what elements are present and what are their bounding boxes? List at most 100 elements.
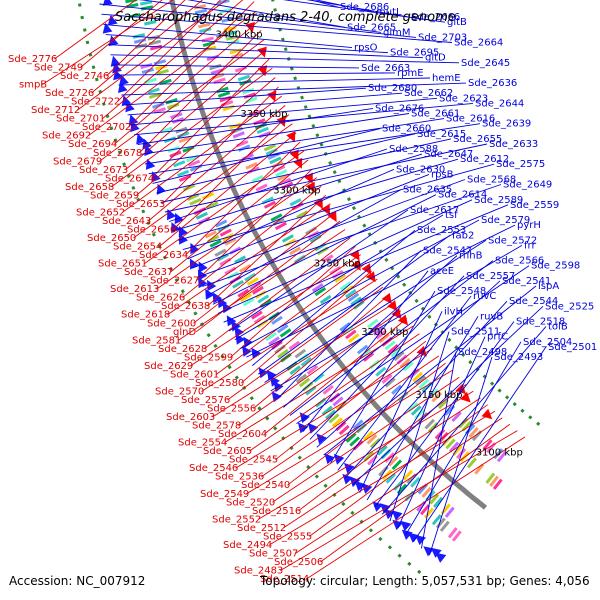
tick-mark <box>378 536 383 542</box>
reverse-gene-label: Sde_2626 <box>136 293 185 304</box>
leader-line <box>309 404 488 537</box>
leader-line <box>366 316 479 501</box>
cog-feature-mark <box>345 288 357 299</box>
cog-feature-mark <box>257 294 270 304</box>
forward-gene-arrow <box>400 520 412 532</box>
leader-line <box>283 397 481 529</box>
tick-mark <box>390 266 395 271</box>
cog-feature-mark <box>300 356 313 367</box>
cog-feature-mark <box>349 436 361 447</box>
reverse-gene-label: Sde_2516 <box>252 506 301 517</box>
forward-gene-label: frr <box>524 240 536 251</box>
cog-feature-mark <box>474 463 485 475</box>
leader-line <box>204 237 351 350</box>
cog-feature-mark <box>178 136 192 144</box>
forward-gene-label: Sde_2676 <box>375 103 424 114</box>
tick-mark <box>278 27 282 32</box>
reverse-gene-label: Sde_2581 <box>132 335 181 346</box>
forward-gene-label: Sde_2598 <box>531 261 580 272</box>
leader-line <box>202 184 502 287</box>
tick-mark <box>461 352 466 357</box>
forward-gene-label: Sde_2557 <box>466 271 515 282</box>
genome-summary: Topology: circular; Length: 5,057,531 bp… <box>260 574 590 588</box>
leader-line <box>216 262 367 375</box>
leader-line <box>99 3 417 38</box>
leader-line <box>276 250 422 400</box>
leader-line <box>344 300 508 479</box>
forward-gene-arrow <box>107 14 118 26</box>
leader-line <box>121 82 467 96</box>
tick-mark <box>283 47 288 52</box>
cog-feature-mark <box>288 340 301 351</box>
forward-gene-arrow <box>349 476 360 488</box>
tick-mark <box>346 197 352 202</box>
forward-gene-label: Sde_2559 <box>510 200 559 211</box>
genome-backbone <box>169 0 488 510</box>
leader-line <box>240 219 480 349</box>
tick-mark <box>88 53 93 57</box>
cog-feature-mark <box>244 272 257 282</box>
forward-gene-label: Sde_2649 <box>503 180 552 191</box>
reverse-gene-label: Sde_2555 <box>263 531 312 542</box>
cog-feature-mark <box>338 424 350 436</box>
tick-mark <box>536 421 541 426</box>
cog-feature-mark <box>209 239 222 248</box>
tick-mark <box>520 408 525 413</box>
cog-feature-mark <box>269 156 282 165</box>
leader-line <box>270 245 523 392</box>
cog-feature-mark <box>252 285 264 295</box>
cog-feature-mark <box>399 358 411 369</box>
forward-gene-label: ruvB <box>480 311 503 322</box>
leader-line <box>185 141 301 256</box>
leader-line <box>144 118 445 165</box>
cog-feature-mark <box>348 333 360 344</box>
tick-mark <box>85 40 90 45</box>
reverse-gene-arrow <box>320 204 331 216</box>
cog-feature-mark <box>295 373 308 384</box>
forward-gene-arrow <box>125 101 135 113</box>
leader-line <box>309 275 465 440</box>
forward-gene-label: Sde_2518 <box>516 317 565 328</box>
cog-feature-mark <box>193 4 207 10</box>
leader-line <box>113 64 360 69</box>
cog-feature-mark <box>251 310 263 320</box>
reverse-gene-label: Sde_2506 <box>274 557 323 568</box>
reverse-gene-label: Sde_2540 <box>241 480 290 491</box>
cog-feature-mark <box>126 3 139 9</box>
forward-gene-label: ruvC <box>473 291 496 302</box>
leader-line <box>182 186 322 299</box>
forward-gene-label: Sde_2547 <box>423 246 472 257</box>
leader-line <box>91 0 204 94</box>
leader-line <box>192 173 430 269</box>
reverse-gene-label: Sde_2556 <box>207 404 256 415</box>
reverse-gene-label: Sde_2578 <box>192 421 241 432</box>
cog-feature-mark <box>224 237 237 246</box>
cog-feature-mark <box>155 64 168 71</box>
forward-gene-label: Sde_2544 <box>509 296 558 307</box>
forward-gene-label: Sde_2589 <box>474 195 523 206</box>
reverse-gene-label: Sde_2628 <box>158 344 207 355</box>
cog-feature-mark <box>492 478 503 490</box>
forward-gene-label: Sde_2630 <box>396 164 445 175</box>
leader-line <box>102 0 244 120</box>
cog-feature-mark <box>271 315 283 325</box>
reverse-gene-label: Sde_2576 <box>181 395 230 406</box>
leader-line <box>160 138 452 203</box>
leader-line <box>167 203 331 316</box>
forward-gene-label: rpsB <box>431 169 454 180</box>
cog-feature-mark <box>173 160 186 168</box>
tick-mark <box>105 114 110 119</box>
reverse-gene-arrow <box>387 300 398 312</box>
cog-feature-mark <box>224 30 238 37</box>
tick-mark <box>497 388 502 393</box>
reverse-gene-arrow <box>351 259 361 271</box>
cog-feature-mark <box>482 439 493 451</box>
forward-gene-label: Sde_2662 <box>404 88 453 99</box>
forward-gene-label: Sde_2623 <box>439 93 488 104</box>
cog-feature-mark <box>201 36 214 43</box>
forward-gene-label: Sde_2616 <box>446 114 495 125</box>
forward-gene-arrow <box>269 375 280 387</box>
tick-mark <box>378 249 383 254</box>
reverse-gene-label: Sde_2637 <box>124 267 173 278</box>
leader-line <box>144 150 305 264</box>
